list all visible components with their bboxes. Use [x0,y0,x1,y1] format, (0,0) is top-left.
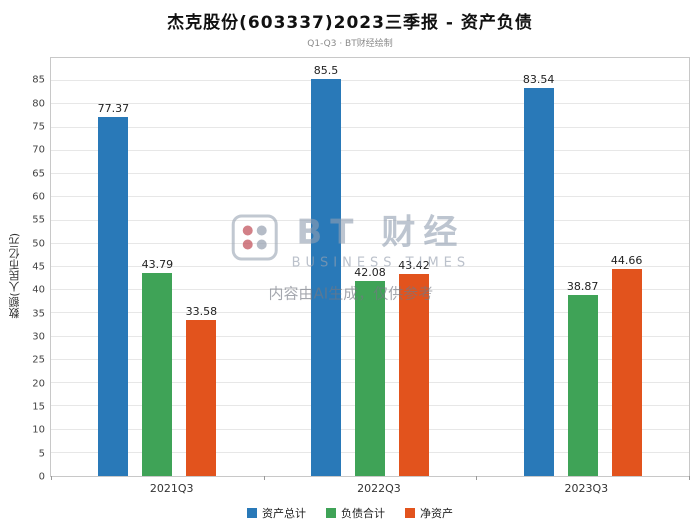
y-tick-label: 60 [32,191,45,203]
legend-item-净资产[interactable]: 净资产 [405,505,453,521]
y-tick-label: 45 [32,261,45,273]
y-tick-label: 25 [32,354,45,366]
legend-item-资产总计[interactable]: 资产总计 [247,505,306,521]
x-tick-label-2022Q3: 2022Q3 [357,482,401,495]
x-tick-mark [689,476,690,480]
legend-swatch [405,508,415,518]
y-tick-label: 0 [38,471,45,483]
bar-group-2022Q3: 85.5 42.08 43.42 [264,58,477,476]
plot-area: BT 财经 BUSINESS TIMES 内容由AI生成，仅供参考 77.37 4… [50,57,690,480]
bar-负债合计-2023Q3[interactable]: 38.87 [567,280,598,476]
legend-swatch [247,508,257,518]
chart-legend: 资产总计 负债合计 净资产 [0,505,700,521]
bar-value-label: 42.08 [354,265,386,279]
bar-value-label: 85.5 [313,63,339,77]
bar-value-label: 44.66 [610,253,643,267]
y-tick-label: 20 [32,378,45,390]
bar-value-label: 43.42 [398,259,430,273]
gridline [51,103,689,105]
y-tick-label: 70 [32,144,45,156]
chart-subtitle: Q1-Q3 · BT财经绘制 [307,39,393,49]
y-axis-title: 数额(人民币亿元) [8,233,21,319]
bar-value-label: 33.58 [185,305,218,319]
y-tick-label: 5 [38,448,45,460]
y-tick-label: 55 [32,214,45,226]
bar-净资产-2022Q3[interactable]: 43.42 [398,259,430,476]
bar-资产总计-2021Q3[interactable]: 77.37 [98,102,129,476]
bar-净资产-2023Q3[interactable]: 44.66 [611,254,642,476]
legend-label: 净资产 [420,507,453,520]
y-tick-label: 85 [32,74,45,86]
y-axis: 0 5 10 15 20 25 30 35 40 45 50 55 60 65 70 75 80 85 [24,57,50,483]
bar-净资产-2021Q3[interactable]: 33.58 [186,305,217,476]
x-axis: 2021Q3 2022Q3 2023Q3 [68,477,690,495]
bar-资产总计-2023Q3[interactable]: 83.54 [523,73,554,476]
bar-负债合计-2021Q3[interactable]: 43.79 [142,258,173,476]
gridline [51,219,689,221]
bar-value-label: 43.79 [141,257,174,271]
gridline [51,80,689,82]
y-tick-label: 35 [32,308,45,320]
y-tick-label: 40 [32,284,45,296]
chart-title: 杰克股份(603337)2023三季报 - 资产负债 [167,13,533,33]
bar-group-2023Q3: 83.54 38.87 44.66 [476,58,689,476]
bar-chart: 数额(人民币亿元) 0 5 10 15 20 25 30 35 40 45 50 55 60 65 70 75… [6,57,690,495]
gridline [51,242,689,244]
bar-value-label: 77.37 [97,101,130,115]
legend-label: 资产总计 [262,507,306,520]
legend-item-负债合计[interactable]: 负债合计 [326,505,385,521]
bar-value-label: 38.87 [566,280,599,294]
gridline [51,196,689,198]
bar-group-2021Q3: 77.37 43.79 33.58 [51,58,264,476]
x-tick-label-2021Q3: 2021Q3 [149,482,194,495]
legend-label: 负债合计 [341,507,385,520]
legend-swatch [326,508,336,518]
y-tick-label: 30 [32,331,45,343]
x-tick-label-2023Q3: 2023Q3 [564,482,609,495]
x-tick-mark [263,476,265,480]
y-tick-label: 75 [32,121,45,133]
bar-groups: 77.37 43.79 33.58 85.5 42.08 43.42 83.54 38.87 4… [51,58,689,476]
bar-资产总计-2022Q3[interactable]: 85.5 [311,64,341,476]
x-tick-mark [51,476,52,480]
bar-value-label: 83.54 [522,73,555,87]
y-tick-label: 10 [32,424,45,436]
y-tick-label: 15 [32,401,45,413]
y-tick-label: 80 [32,98,45,110]
gridline [51,266,689,267]
y-tick-label: 65 [32,168,45,180]
y-tick-label: 50 [32,238,45,250]
gridline [51,149,689,151]
x-tick-mark [476,476,478,480]
bar-负债合计-2022Q3[interactable]: 42.08 [354,266,386,476]
gridline [51,126,689,128]
gridline [51,173,689,175]
